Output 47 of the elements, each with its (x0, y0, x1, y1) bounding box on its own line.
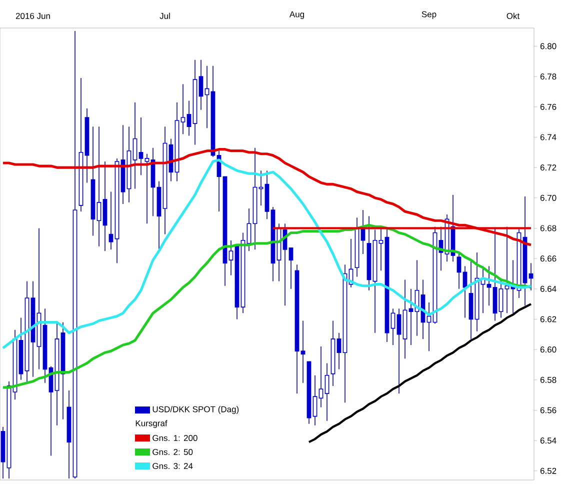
candlestick (300, 320, 306, 384)
y-tick-label: 6.58 (540, 376, 556, 383)
candlestick (456, 252, 462, 290)
candlestick (198, 59, 204, 110)
legend-label: Gns. 2: 50 (152, 448, 193, 456)
x-tick-label: Okt (506, 12, 520, 19)
candlestick (336, 332, 342, 370)
line-series (308, 302, 532, 444)
x-tick-label: Sep (422, 11, 436, 19)
legend-title: Kursgraf (136, 420, 168, 428)
candlestick (108, 191, 114, 250)
y-tick-label: 6.64 (540, 286, 556, 292)
legend-label: USD/DKK SPOT (Dag) (152, 406, 239, 414)
y-tick-label: 6.56 (540, 407, 556, 414)
candlestick (144, 153, 150, 224)
candlestick (396, 308, 402, 394)
legend-label: Gns. 3: 24 (152, 462, 193, 470)
legend-label: Gns. 1: 200 (152, 434, 198, 442)
candlestick (318, 346, 324, 408)
candlestick (408, 288, 414, 346)
y-tick-label: 6.72 (540, 164, 556, 171)
x-tick-label: Jul (160, 12, 170, 19)
y-tick-label: 6.62 (540, 316, 556, 322)
candlestick (138, 117, 144, 176)
candlestick (378, 228, 384, 272)
x-tick-label: Aug (289, 11, 304, 19)
y-tick-label: 6.74 (540, 134, 556, 140)
candlestick (324, 362, 330, 422)
candlestick (288, 248, 294, 290)
y-tick-label: 6.60 (540, 346, 556, 353)
y-tick-label: 6.68 (540, 225, 556, 232)
candlestick (228, 240, 234, 276)
y-tick-label: 6.54 (540, 438, 556, 444)
y-tick-label: 6.66 (540, 256, 556, 262)
candlestick (312, 374, 318, 426)
x-tick-label: 2016 Jun (16, 12, 50, 19)
y-tick-label: 6.70 (540, 194, 556, 201)
y-tick-label: 6.78 (540, 74, 556, 80)
candlestick (186, 100, 192, 136)
y-tick-label: 6.76 (540, 104, 556, 110)
candlestick (96, 126, 102, 247)
candlestick (180, 84, 186, 135)
candlestick (486, 266, 492, 306)
candlestick (504, 226, 510, 314)
candlestick (132, 102, 138, 190)
y-tick-label: 6.80 (540, 43, 556, 50)
y-tick-label: 6.52 (540, 468, 556, 474)
